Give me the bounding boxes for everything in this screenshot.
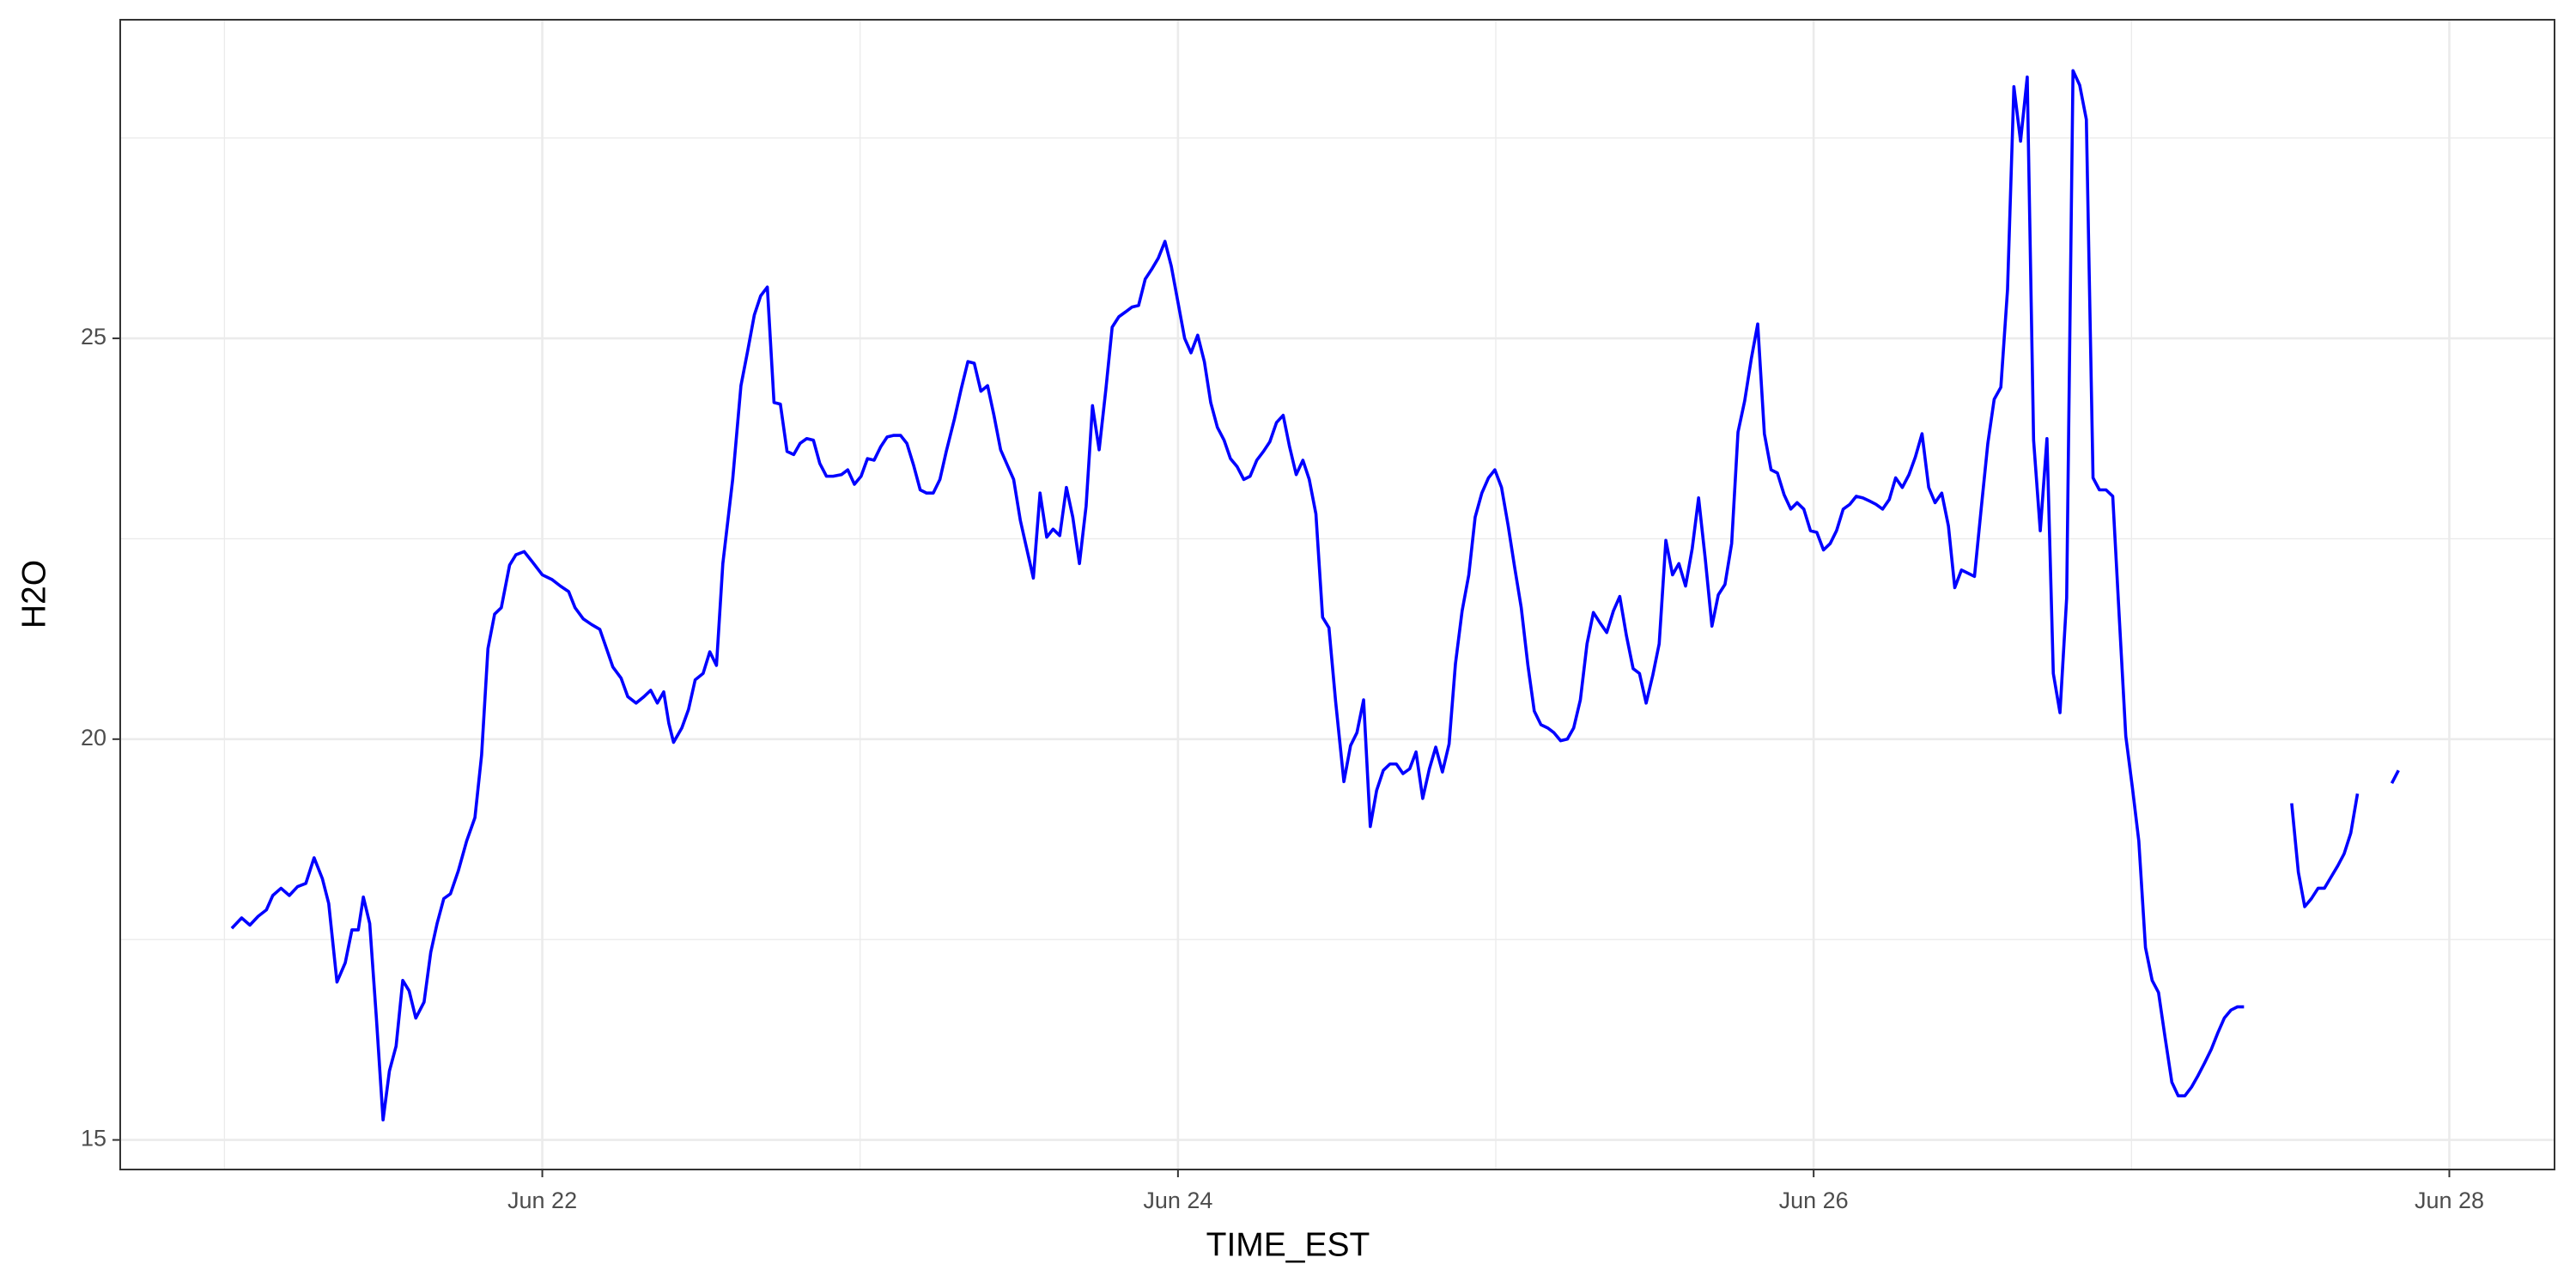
- x-tick-label: Jun 24: [1143, 1188, 1212, 1213]
- x-axis-title: TIME_EST: [1206, 1226, 1370, 1263]
- y-tick-label: 20: [81, 725, 106, 750]
- x-tick-label: Jun 28: [2415, 1188, 2484, 1213]
- y-axis-title: H2O: [15, 560, 52, 629]
- data-line: [230, 69, 2400, 1122]
- plot-area: [230, 69, 2400, 1122]
- grid: [120, 20, 2555, 1170]
- panel-border: [119, 19, 2555, 1170]
- x-tick-label: Jun 26: [1779, 1188, 1849, 1213]
- y-tick-label: 15: [81, 1126, 106, 1151]
- x-tick-label: Jun 22: [507, 1188, 577, 1213]
- y-tick-label: 25: [81, 324, 106, 349]
